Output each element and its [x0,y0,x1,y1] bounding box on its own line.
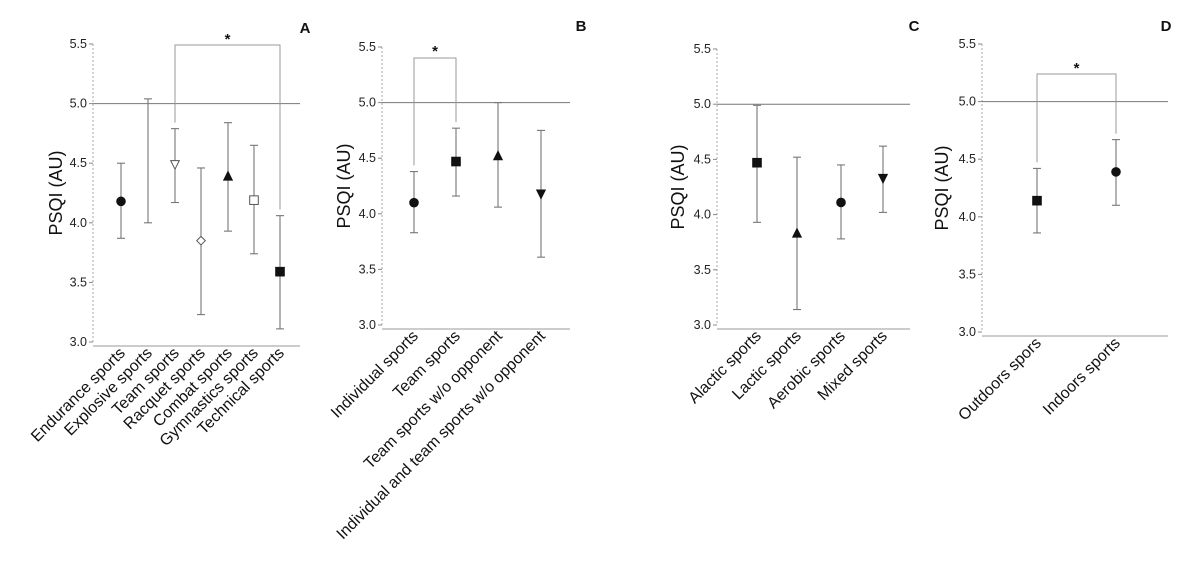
panel-d-y-axis-label: PSQI (AU) [932,145,952,230]
panel-b-mean-marker [451,156,461,167]
panel-d-letter: D [1161,18,1172,35]
panel-a-mean-marker [222,170,234,181]
panel-b-ytick-label: 4.5 [359,151,376,165]
panel-b-mean-marker [492,150,504,161]
panel-a-ytick-label: 3.5 [70,275,87,289]
panel-c-mean-marker [836,197,846,208]
panel-c-ytick-label: 5.0 [694,97,711,111]
panel-b-ytick-label: 4.0 [359,207,376,221]
panel-d-significance-star: * [1074,60,1080,77]
panel-d-mean-marker [1032,195,1042,206]
panel-a-mean-marker [195,235,207,246]
panel-b-ytick-label: 3.0 [359,318,376,332]
panel-b-significance-star: * [432,43,438,60]
panel-c-ytick-label: 3.0 [694,318,711,332]
panel-d-ytick-label: 3.0 [959,325,976,339]
panel-a-ytick-label: 4.0 [70,216,87,230]
panel-d-ytick-label: 4.5 [959,152,976,166]
panel-a-significance-bracket [174,44,281,210]
panel-d-ytick-label: 5.0 [959,95,976,109]
panel-c-y-axis-label: PSQI (AU) [668,144,688,229]
panel-d-significance-bracket [1036,73,1117,163]
panel-c-ytick-label: 3.5 [694,263,711,277]
panel-d-category-label: Outdoors spors [955,335,1044,424]
panel-a-ytick-label: 5.0 [70,97,87,111]
panel-b-y-axis-label: PSQI (AU) [334,143,354,228]
panel-b-ytick-label: 3.5 [359,262,376,276]
panel-a-ytick-label: 3.0 [70,335,87,349]
panel-a-mean-marker [116,196,126,207]
panel-c-ytick-label: 5.5 [694,42,711,56]
panel-d-ytick-label: 5.5 [959,37,976,51]
panel-b-letter: B [576,18,587,35]
panel-c-mean-marker [752,157,762,168]
panel-a-ytick-label: 5.5 [70,37,87,51]
panel-d-ytick-label: 4.0 [959,210,976,224]
panel-d-mean-marker [1111,167,1121,177]
panel-b-ytick-label: 5.5 [359,40,376,54]
panel-a-significance-star: * [225,31,231,48]
panel-b-ytick-label: 5.0 [359,96,376,110]
panel-a-mean-marker [169,160,181,171]
panel-a-ytick-label: 4.5 [70,156,87,170]
panel-c-ytick-label: 4.0 [694,208,711,222]
panel-d: 3.0 3.5 4.0 4.5 5.0 5.5 PSQI (AU) D Outdoors spo… [932,18,1172,424]
panel-b-significance-bracket [413,57,457,166]
panel-a-letter: A [300,20,311,37]
panel-b-mean-marker [535,189,547,200]
panel-d-ytick-label: 3.5 [959,267,976,281]
panel-a-mean-marker [275,266,285,277]
panel-c-mean-marker [877,173,889,185]
panel-c-ytick-label: 4.5 [694,152,711,166]
panel-a-y-axis-label: PSQI (AU) [46,150,66,235]
panel-d-category-label: Indoors sports [1040,335,1124,419]
panel-c-letter: C [909,18,920,35]
panel-c-mean-marker [791,227,803,238]
panel-b-mean-marker [409,197,419,208]
panel-a-mean-marker [249,195,259,205]
